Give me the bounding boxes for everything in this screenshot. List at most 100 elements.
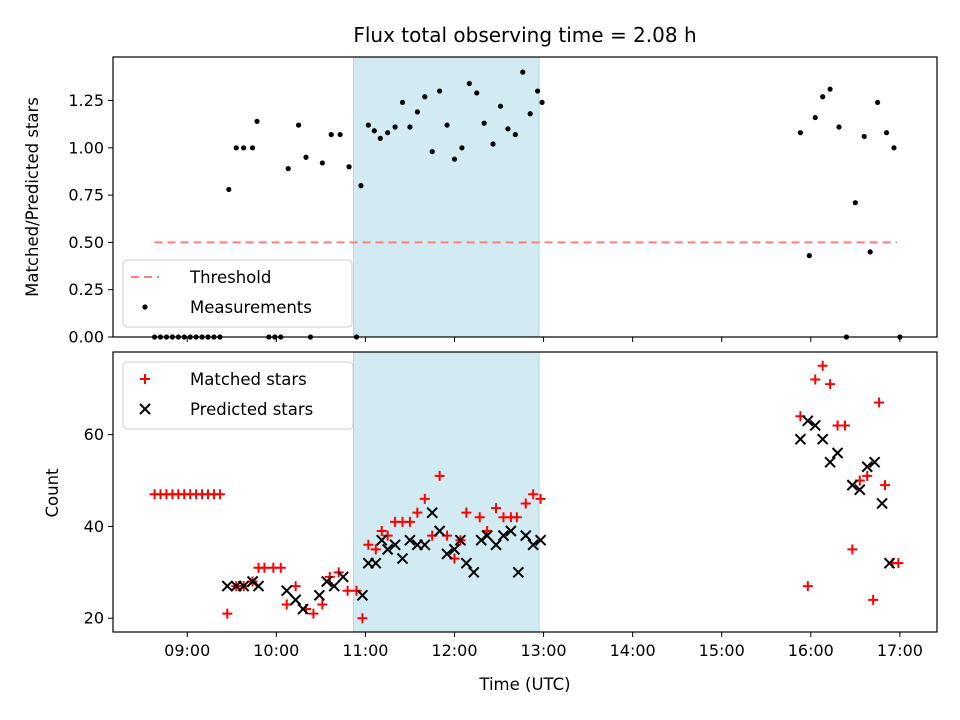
predicted-stars-marker [802,415,814,427]
predicted-stars-marker [460,557,473,569]
matched-stars-marker [825,379,836,390]
measurement-point [328,131,334,138]
matched-stars-marker [308,608,319,619]
matched-stars-marker [461,507,472,518]
measurement-point [346,164,352,170]
legend-label: Measurements [190,298,312,317]
predicted-stars-marker [854,483,866,496]
matched-stars-marker [214,489,225,500]
matched-stars-marker [528,489,539,500]
predicted-stars-marker [321,575,333,588]
bottom-y-axis-label: Count [43,468,62,518]
measurement-point [820,94,826,100]
predicted-stars-marker [313,589,326,601]
legend-matched-swatch [140,374,150,384]
matched-stars-marker [290,581,301,592]
x-tick-label: 12:00 [431,641,477,660]
predicted-stars-marker [794,433,807,445]
matched-stars-marker [847,544,858,555]
legend-box [122,259,353,328]
measurement-point [806,253,812,259]
matched-stars-marker [474,512,485,523]
predicted-stars-marker [337,571,349,583]
predicted-stars-marker [468,566,480,579]
matched-stars-marker [317,599,328,610]
predicted-stars-marker [404,534,416,546]
predicted-stars-marker [816,433,829,445]
matched-stars-marker [862,470,873,481]
y-tick-label: 20 [84,609,104,628]
measurement-point [285,166,291,172]
x-tick-label: 16:00 [788,641,834,660]
measurement-point [414,109,420,115]
measurement-point [875,99,881,106]
legend-box [122,361,354,430]
predicted-stars-marker [381,543,394,556]
measurement-point [852,200,858,206]
matched-stars-marker [893,558,904,569]
measurement-point [861,133,867,140]
measurement-point [407,124,413,130]
measurement-point [254,118,260,124]
measurement-point [399,99,406,106]
measurement-point [539,99,545,106]
matched-stars-marker [275,562,286,573]
measurement-point [337,131,343,138]
measurement-point [481,120,487,126]
y-tick-label: 40 [84,517,104,536]
measurement-point [812,114,818,121]
predicted-stars-marker [876,497,888,510]
measurement-point [422,94,428,100]
matched-stars-marker [363,539,374,550]
matched-stars-marker [874,397,885,408]
predicted-stars-marker [281,584,293,597]
measurement-point [459,145,465,151]
matched-stars-marker [868,594,879,605]
matched-stars-marker [342,585,353,596]
x-axis-label: Time (UTC) [478,675,570,694]
measurement-point [437,88,443,94]
predicted-stars-marker [237,580,250,592]
measurement-point [505,126,511,132]
axes-frame [112,56,938,338]
measurement-point [867,249,873,255]
measurement-point [371,128,377,134]
predicted-stars-marker [824,456,836,468]
matched-stars-marker [281,599,292,610]
predicted-stars-marker [441,548,453,560]
x-tick-label: 14:00 [610,641,656,660]
predicted-stars-marker [481,529,493,542]
measurement-point [490,141,496,147]
matched-stars-marker [491,503,502,514]
predicted-stars-marker [454,534,467,546]
axes-frame [112,351,938,633]
x-tick-label: 15:00 [699,641,745,660]
measurement-point [497,103,504,109]
predicted-stars-marker [868,456,881,468]
measurement-point [392,124,398,130]
matched-stars-marker [357,613,368,624]
matched-stars-marker [880,480,891,491]
matched-stars-marker [535,493,546,504]
predicted-stars-marker [328,580,340,592]
matched-stars-marker [802,581,813,592]
predicted-stars-marker [389,539,401,551]
predicted-stars-marker [289,594,302,606]
legend-measurements-swatch [142,304,148,310]
matched-stars-marker [434,470,445,481]
matched-stars-marker [324,571,335,582]
x-tick-label: 11:00 [342,641,388,660]
matched-stars-marker [370,544,381,555]
matched-stars-marker [511,512,522,523]
predicted-stars-marker [370,557,382,569]
measurement-point [444,122,450,128]
predicted-stars-marker [356,589,369,601]
chart-title: Flux total observing time = 2.08 h [353,23,696,47]
predicted-stars-marker [221,580,234,592]
measurement-point [451,156,458,162]
measurement-point [883,130,890,136]
x-tick-label: 10:00 [253,641,299,660]
x-tick-label: 09:00 [164,641,210,660]
measurement-point [474,90,480,96]
